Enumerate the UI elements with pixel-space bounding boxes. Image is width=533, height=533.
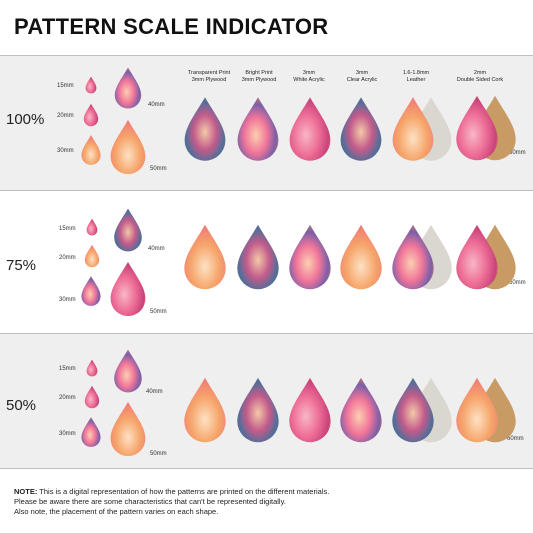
scale-label: 100% — [6, 111, 45, 128]
material-label-cork: 2mm Double Sided Cork — [456, 70, 504, 83]
teardrop-swatch — [340, 377, 382, 443]
size-label: 50mm — [150, 309, 167, 315]
teardrop-swatch — [456, 224, 498, 290]
teardrop-swatch — [392, 224, 434, 290]
teardrop-swatch — [84, 385, 100, 409]
teardrop-swatch — [110, 261, 146, 317]
teardrop-swatch — [114, 208, 142, 252]
teardrop-swatch — [110, 119, 146, 175]
size-label: 30mm — [59, 297, 76, 303]
scale-label: 50% — [6, 397, 37, 414]
teardrop-swatch — [237, 377, 279, 443]
teardrop-swatch — [110, 401, 146, 457]
teardrop-swatch — [81, 135, 101, 165]
teardrop-swatch — [237, 224, 279, 290]
teardrop-swatch — [456, 377, 498, 443]
note-line: This is a digital representation of how … — [37, 487, 330, 496]
material-label-clear-acrylic: 3mm Clear Acrylic — [346, 70, 378, 83]
size-label: 20mm — [59, 395, 76, 401]
teardrop-swatch — [456, 95, 498, 161]
material-label-white-acrylic: 3mm White Acrylic — [293, 70, 325, 83]
note-line: Also note, the placement of the pattern … — [14, 507, 219, 516]
size-label: 60mm — [509, 150, 526, 156]
teardrop-swatch — [81, 417, 101, 447]
teardrop-swatch — [86, 359, 98, 377]
size-label: 15mm — [59, 226, 76, 232]
teardrop-swatch — [392, 377, 434, 443]
size-label: 60mm — [507, 436, 524, 442]
size-label: 20mm — [57, 113, 74, 119]
scale-label: 75% — [6, 257, 37, 274]
teardrop-swatch — [184, 377, 226, 443]
teardrop-swatch — [84, 244, 100, 268]
teardrop-swatch — [114, 349, 142, 393]
material-label-leather: 1.6-1.8mm Leather — [402, 70, 430, 83]
divider — [0, 468, 533, 469]
teardrop-swatch — [392, 97, 434, 161]
teardrop-swatch — [184, 224, 226, 290]
teardrop-swatch — [340, 97, 382, 161]
material-label-bright-plywood: Bright Print 3mm Plywood — [241, 70, 277, 83]
size-label: 40mm — [146, 389, 163, 395]
material-label-transparent-plywood: Transparent Print 3mm Plywood — [187, 70, 231, 83]
teardrop-swatch — [86, 218, 98, 236]
page-title: PATTERN SCALE INDICATOR — [14, 14, 329, 39]
size-label: 20mm — [59, 255, 76, 261]
divider — [0, 333, 533, 334]
teardrop-swatch — [340, 224, 382, 290]
size-label: 30mm — [57, 148, 74, 154]
size-label: 50mm — [150, 166, 167, 172]
teardrop-swatch — [81, 276, 101, 306]
teardrop-swatch — [289, 224, 331, 290]
teardrop-swatch — [289, 377, 331, 443]
note-label: NOTE: — [14, 487, 38, 496]
teardrop-swatch — [83, 103, 99, 127]
size-label: 50mm — [150, 451, 167, 457]
size-label: 15mm — [57, 83, 74, 89]
teardrop-swatch — [184, 97, 226, 161]
teardrop-swatch — [85, 76, 97, 94]
divider — [0, 190, 533, 191]
size-label: 40mm — [148, 102, 165, 108]
size-label: 30mm — [59, 431, 76, 437]
teardrop-swatch — [114, 67, 142, 109]
teardrop-swatch — [289, 97, 331, 161]
divider — [0, 55, 533, 56]
disclaimer-note: NOTE: This is a digital representation o… — [14, 487, 329, 517]
teardrop-swatch — [237, 97, 279, 161]
size-label: 60mm — [509, 280, 526, 286]
size-label: 15mm — [59, 366, 76, 372]
note-line: Please be aware there are some character… — [14, 497, 286, 506]
size-label: 40mm — [148, 246, 165, 252]
